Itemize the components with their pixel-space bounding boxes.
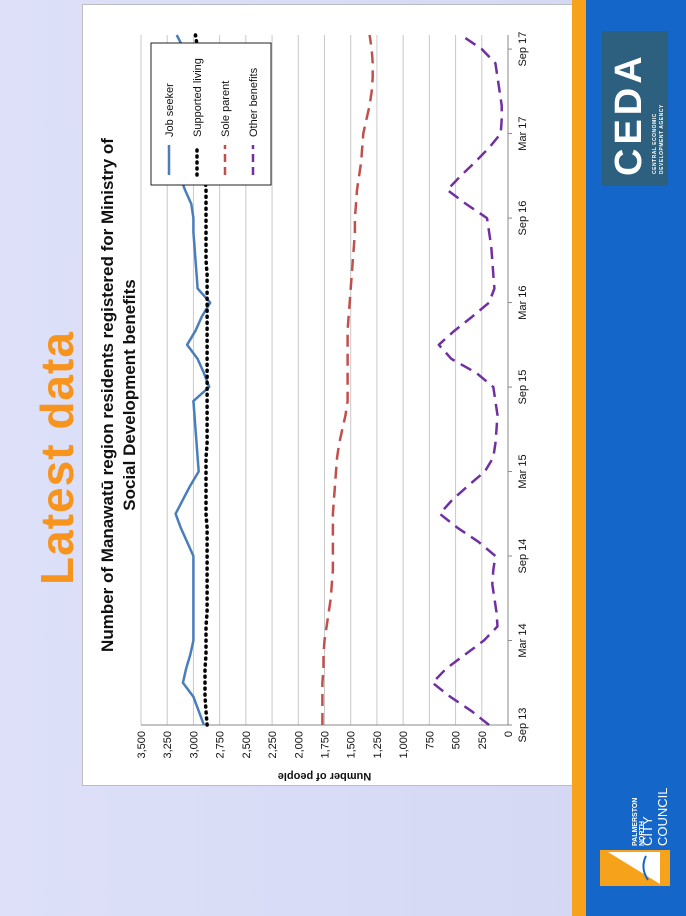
y-tick-label: 2,750 [215, 731, 227, 759]
y-tick-label: 2,000 [293, 731, 305, 759]
x-tick-label: Sep 17 [517, 32, 529, 67]
legend-label: Job seeker [164, 83, 176, 137]
x-tick-label: Sep 16 [517, 201, 529, 236]
pncc-logo: PALMERSTON NORTH CITY COUNCIL [600, 776, 670, 886]
ceda-logo: CEDA CENTRAL ECONOMIC DEVELOPMENT AGENCY [602, 31, 668, 186]
series-line-other-benefits [431, 33, 503, 726]
series-line-sole-parent [321, 34, 374, 725]
x-tick-label: Sep 14 [517, 539, 529, 574]
x-tick-label: Mar 17 [517, 116, 529, 150]
legend-label: Sole parent [220, 81, 232, 137]
legend-label: Other benefits [248, 67, 260, 137]
y-tick-label: 1,000 [398, 731, 410, 759]
legend-box [150, 42, 272, 186]
pncc-emblem-icon [600, 850, 670, 886]
x-tick-label: Mar 15 [517, 454, 529, 488]
ceda-sub-line2: DEVELOPMENT AGENCY [659, 104, 665, 174]
x-tick-label: Sep 13 [517, 708, 529, 743]
chart-panel: Number of Manawatū region residents regi… [82, 4, 578, 786]
y-tick-label: 1,500 [346, 731, 358, 759]
y-tick-label: 750 [424, 731, 436, 749]
legend-label: Supported living [192, 58, 204, 137]
x-tick-label: Mar 16 [517, 285, 529, 319]
ceda-sub-line1: CENTRAL ECONOMIC [652, 113, 658, 174]
y-tick-label: 1,750 [320, 731, 332, 759]
y-tick-label: 1,250 [372, 731, 384, 759]
ceda-wordmark: CEDA [608, 52, 650, 176]
x-tick-label: Mar 14 [517, 623, 529, 657]
x-tick-label: Sep 15 [517, 370, 529, 405]
y-tick-label: 3,500 [136, 731, 148, 759]
y-axis-label: Number of people [278, 770, 372, 782]
y-tick-label: 0 [503, 731, 515, 737]
y-tick-label: 250 [477, 731, 489, 749]
y-tick-label: 2,500 [241, 731, 253, 759]
line-chart: 0 250 500 750 1,000 1,250 1,500 1,750 2,000 2,250… [136, 32, 529, 782]
slide-title: Latest data [31, 331, 83, 585]
pncc-name-line2: CITY COUNCIL [640, 787, 670, 846]
y-tick-label: 3,250 [162, 731, 174, 759]
y-tick-label: 500 [451, 731, 463, 749]
y-tick-label: 2,250 [267, 731, 279, 759]
y-tick-label: 3,000 [188, 731, 200, 759]
